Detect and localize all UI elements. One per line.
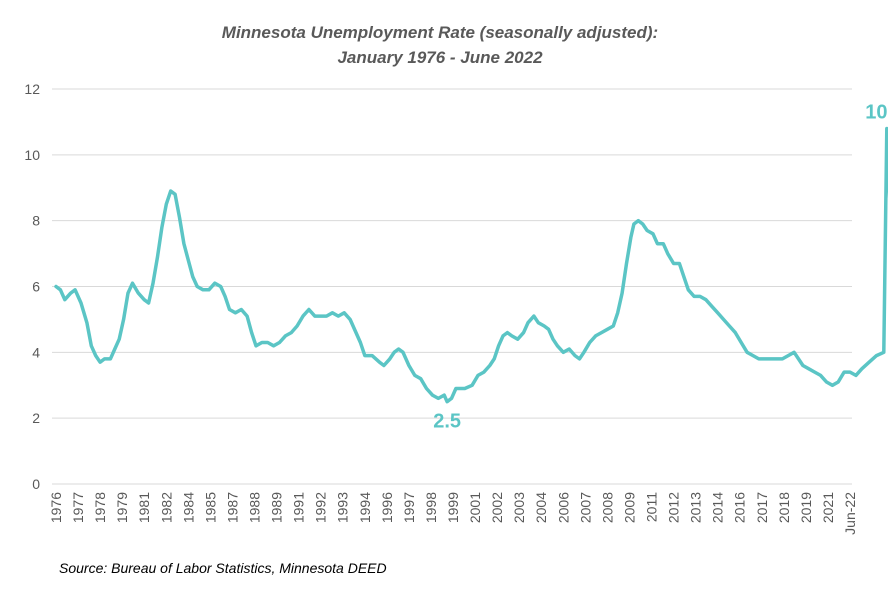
x-tick-label: 1984 [180,492,196,523]
unemployment-rate-line [54,126,888,404]
x-tick-label: 1997 [401,492,417,523]
x-tick-label: 1982 [158,492,174,523]
annotation-label: 10.8 [865,102,888,124]
x-tick-label: Jun-22 [842,492,858,535]
data-annotations: 10.82.51.8 [433,102,888,433]
chart-title-line-2: January 1976 - June 2022 [337,48,543,67]
x-tick-label: 1979 [114,492,130,523]
y-tick-label: 12 [24,81,40,97]
y-tick-label: 6 [32,279,40,295]
x-tick-label: 1996 [379,492,395,523]
x-tick-label: 2003 [511,492,527,523]
x-tick-label: 2014 [710,492,726,523]
x-tick-label: 2006 [555,492,571,523]
x-tick-label: 2017 [754,492,770,523]
x-tick-label: 1991 [291,492,307,523]
x-tick-label: 1989 [269,492,285,523]
x-tick-label: 1987 [224,492,240,523]
x-tick-label: 1985 [202,492,218,523]
x-tick-label: 2012 [666,492,682,523]
x-axis-ticks: 1976 1977 1978 1979 1981 1982 1984 1985 1987 1988… [48,492,858,535]
x-tick-label: 1988 [247,492,263,523]
x-tick-label: 2021 [820,492,836,523]
x-tick-label: 2013 [688,492,704,523]
x-tick-label: 2009 [621,492,637,523]
x-tick-label: 1981 [136,492,152,523]
y-tick-label: 10 [24,147,40,163]
x-tick-label: 2011 [644,492,660,522]
x-tick-label: 2018 [776,492,792,523]
x-tick-label: 1977 [70,492,86,523]
chart-title-line-1: Minnesota Unemployment Rate (seasonally … [222,23,658,42]
annotation-label: 2.5 [433,411,461,433]
x-tick-label: 2004 [533,492,549,523]
x-tick-label: 2002 [489,492,505,523]
y-gridlines [52,88,852,485]
x-tick-label: 2001 [467,492,483,523]
x-tick-label: 1976 [48,492,64,523]
source-note: Source: Bureau of Labor Statistics, Minn… [59,560,387,576]
y-tick-label: 2 [32,410,40,426]
x-tick-label: 1978 [92,492,108,523]
x-tick-label: 1992 [313,492,329,523]
x-tick-label: 2016 [732,492,748,523]
x-tick-label: 1994 [357,492,373,523]
x-tick-label: 2019 [798,492,814,523]
x-tick-label: 1993 [335,492,351,523]
x-tick-label: 1999 [445,492,461,523]
y-tick-label: 8 [32,213,40,229]
x-tick-label: 1998 [423,492,439,523]
x-tick-label: 2007 [577,492,593,523]
y-tick-label: 4 [32,344,40,360]
y-tick-label: 0 [32,476,40,492]
x-tick-label: 2008 [599,492,615,523]
y-axis-ticks: 0 2 4 6 8 10 12 [24,81,40,492]
